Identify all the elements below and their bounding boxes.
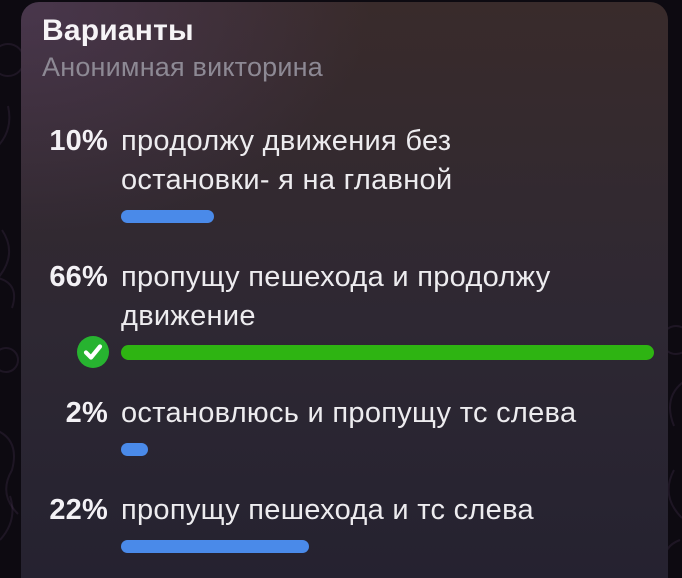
option-percent: 10% [49,125,108,157]
result-bar-wrap [77,336,654,368]
option-text: продолжу движения без остановки- я на гл… [121,125,453,196]
result-bar-wrap [121,433,148,465]
poll-message-bubble[interactable]: Варианты Анонимная викторина 10% продолж… [21,2,668,578]
result-bar-wrap [121,530,309,562]
poll-subtitle: Анонимная викторина [42,52,323,82]
result-bar [121,442,148,456]
option-percent: 2% [65,397,108,429]
option-text: остановлюсь и пропущу тс слева [121,397,577,429]
poll-title: Варианты [42,14,194,47]
option-percent: 66% [49,261,108,293]
result-bar-wrap [121,200,214,232]
result-bar [121,539,309,553]
poll-options-list: 10% продолжу движения без остановки- я н… [42,122,654,562]
poll-header: Варианты Анонимная викторина [42,12,652,84]
poll-option[interactable]: 66% пропущу пешехода и продолжу движение [42,258,654,368]
bar-indent [42,216,121,217]
result-bar [121,209,214,223]
option-text: пропущу пешехода и продолжу движение [121,261,551,332]
option-text: пропущу пешехода и тс слева [121,494,534,526]
bar-indent [42,449,121,450]
result-bar [121,344,654,360]
poll-option[interactable]: 22% пропущу пешехода и тс слева [42,491,652,562]
poll-option[interactable]: 2% остановлюсь и пропущу тс слева [42,394,652,465]
poll-option[interactable]: 10% продолжу движения без остановки- я н… [42,122,652,232]
option-percent: 22% [49,494,108,526]
bar-indent [42,546,121,547]
correct-answer-check-icon [77,336,109,368]
